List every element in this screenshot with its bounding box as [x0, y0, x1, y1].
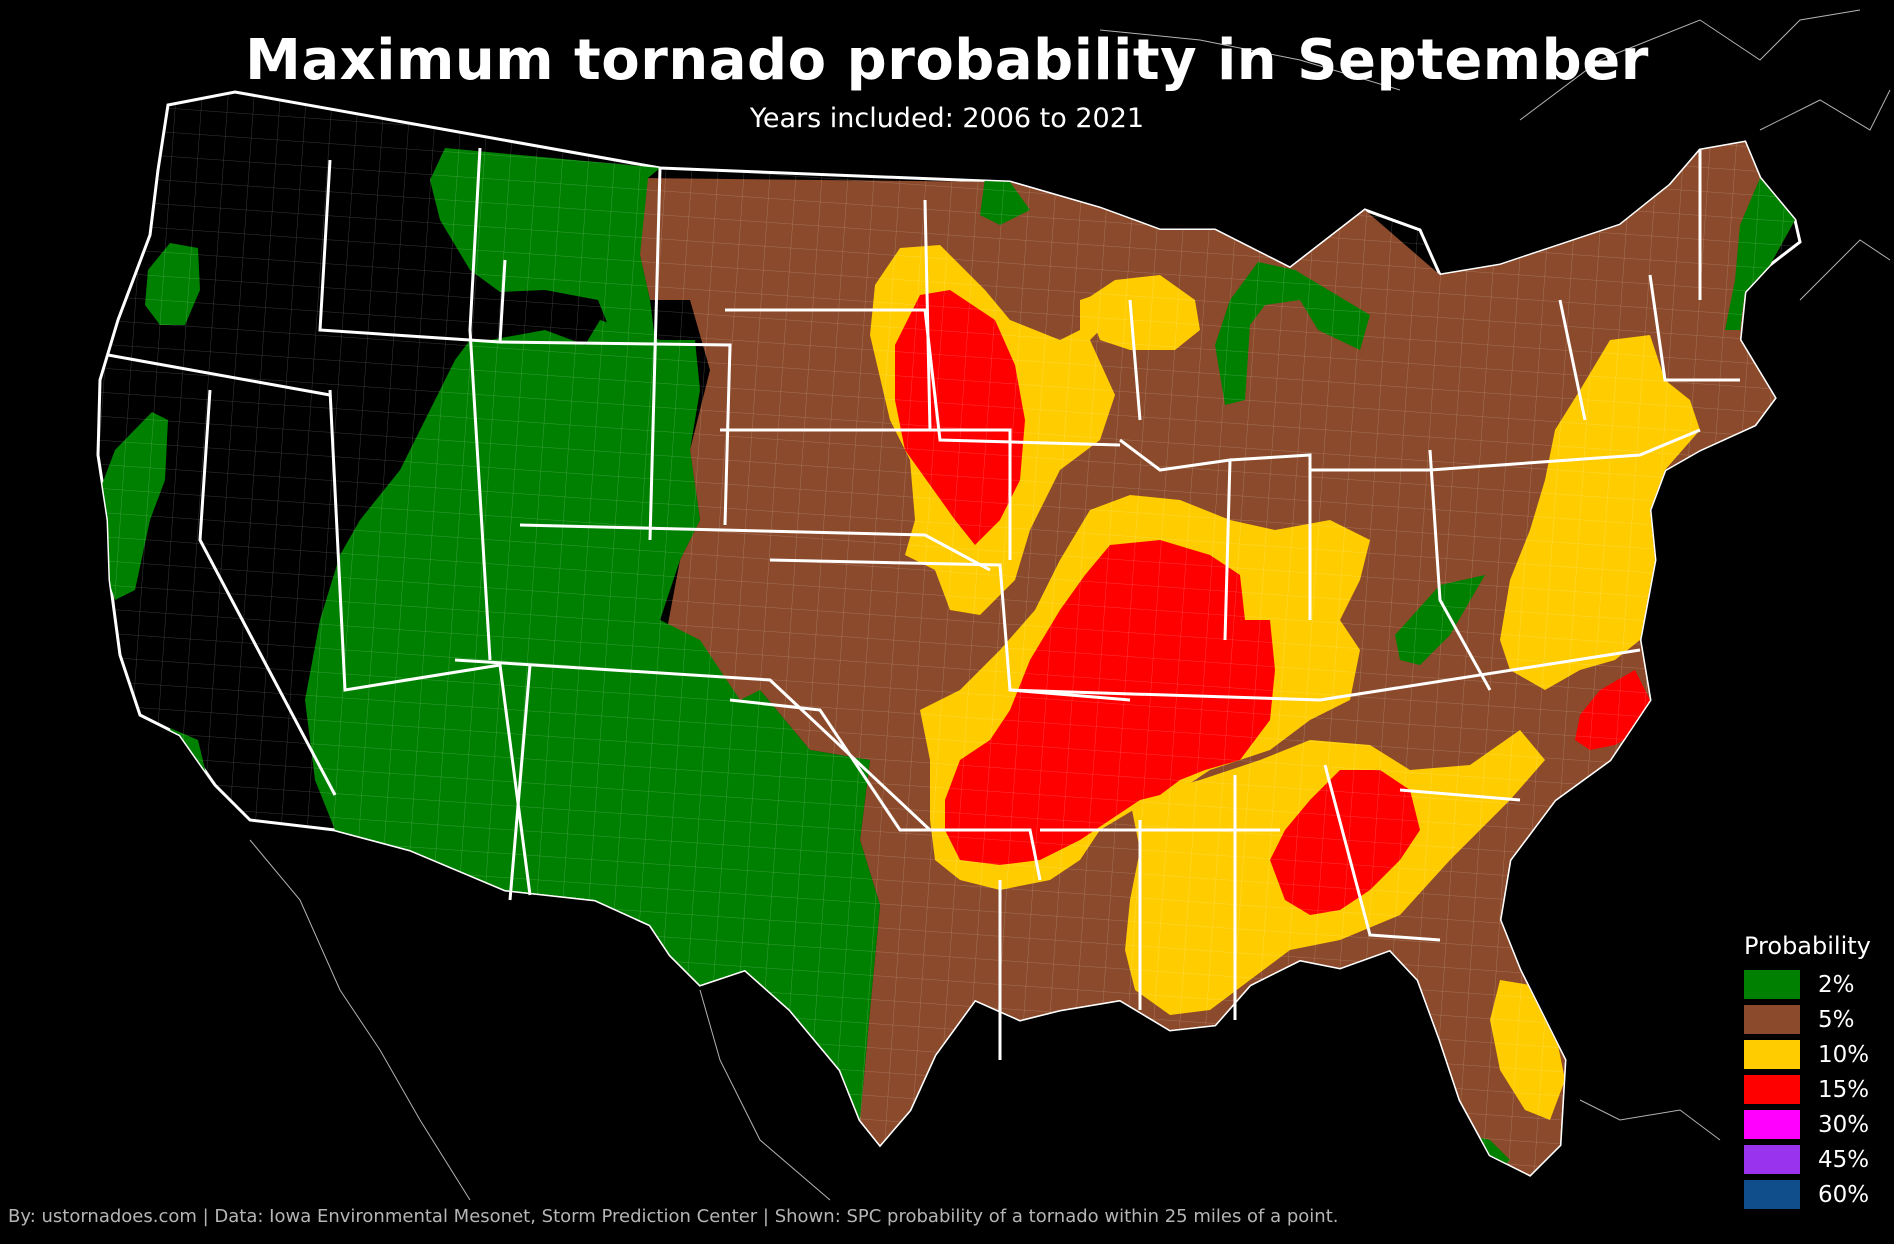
legend-label-5pct: 5% — [1818, 1006, 1855, 1033]
credit-line: By: ustornadoes.com | Data: Iowa Environ… — [8, 1206, 1339, 1227]
legend-swatch-10pct — [1744, 1040, 1800, 1069]
legend-label-10pct: 10% — [1818, 1041, 1870, 1068]
legend-label-30pct: 30% — [1818, 1111, 1870, 1138]
map-subtitle: Years included: 2006 to 2021 — [749, 103, 1145, 134]
map-title: Maximum tornado probability in September — [245, 28, 1649, 93]
legend-swatch-15pct — [1744, 1075, 1800, 1104]
legend-swatch-5pct — [1744, 1005, 1800, 1034]
legend-label-15pct: 15% — [1818, 1076, 1870, 1103]
legend-item-15pct: 15% — [1744, 1075, 1884, 1104]
legend-item-30pct: 30% — [1744, 1110, 1884, 1139]
legend-item-10pct: 10% — [1744, 1040, 1884, 1069]
legend-swatch-45pct — [1744, 1145, 1800, 1174]
legend-swatch-30pct — [1744, 1110, 1800, 1139]
legend-item-2pct: 2% — [1744, 970, 1884, 999]
legend-item-45pct: 45% — [1744, 1145, 1884, 1174]
legend-title: Probability — [1744, 932, 1871, 960]
legend-swatch-2pct — [1744, 970, 1800, 999]
legend-label-2pct: 2% — [1818, 971, 1855, 998]
legend-swatch-60pct — [1744, 1180, 1800, 1209]
legend-item-60pct: 60% — [1744, 1180, 1884, 1209]
legend-label-60pct: 60% — [1818, 1181, 1870, 1208]
state-borders — [107, 147, 1740, 1060]
neighbor-coastlines — [249, 9, 1891, 1201]
legend: Probability 2% 5% 10% 15% 30% 45% 60% — [1744, 932, 1884, 1215]
legend-item-5pct: 5% — [1744, 1005, 1884, 1034]
legend-label-45pct: 45% — [1818, 1146, 1870, 1173]
